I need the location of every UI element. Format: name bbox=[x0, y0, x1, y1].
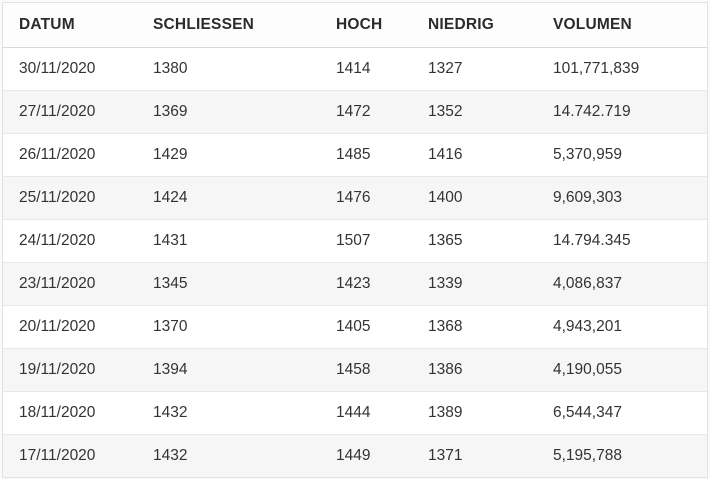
cell-niedrig: 1416 bbox=[412, 133, 537, 177]
cell-niedrig: 1365 bbox=[412, 219, 537, 263]
cell-datum: 27/11/2020 bbox=[3, 90, 137, 134]
cell-schliessen: 1424 bbox=[137, 176, 320, 220]
cell-schliessen: 1369 bbox=[137, 90, 320, 134]
cell-niedrig: 1389 bbox=[412, 391, 537, 435]
cell-schliessen: 1345 bbox=[137, 262, 320, 306]
table-row: 30/11/2020 1380 1414 1327 101,771,839 bbox=[3, 47, 707, 91]
cell-hoch: 1507 bbox=[320, 219, 412, 263]
table-row: 26/11/2020 1429 1485 1416 5,370,959 bbox=[3, 133, 707, 177]
cell-datum: 20/11/2020 bbox=[3, 305, 137, 349]
cell-niedrig: 1327 bbox=[412, 47, 537, 91]
table-row: 19/11/2020 1394 1458 1386 4,190,055 bbox=[3, 348, 707, 392]
cell-datum: 17/11/2020 bbox=[3, 434, 137, 477]
cell-niedrig: 1352 bbox=[412, 90, 537, 134]
cell-schliessen: 1431 bbox=[137, 219, 320, 263]
cell-niedrig: 1386 bbox=[412, 348, 537, 392]
data-table: DATUM SCHLIESSEN HOCH NIEDRIG VOLUMEN 30… bbox=[3, 3, 707, 477]
cell-hoch: 1414 bbox=[320, 47, 412, 91]
cell-volumen: 4,943,201 bbox=[537, 305, 707, 349]
column-header-schliessen: SCHLIESSEN bbox=[137, 3, 320, 48]
cell-volumen: 14.742.719 bbox=[537, 90, 707, 134]
cell-hoch: 1485 bbox=[320, 133, 412, 177]
table-body: 30/11/2020 1380 1414 1327 101,771,839 27/11/2… bbox=[3, 47, 707, 477]
table-row: 27/11/2020 1369 1472 1352 14.742.719 bbox=[3, 90, 707, 134]
cell-niedrig: 1339 bbox=[412, 262, 537, 306]
cell-volumen: 9,609,303 bbox=[537, 176, 707, 220]
header-row: DATUM SCHLIESSEN HOCH NIEDRIG VOLUMEN bbox=[3, 3, 707, 48]
table-row: 20/11/2020 1370 1405 1368 4,943,201 bbox=[3, 305, 707, 349]
column-header-hoch: HOCH bbox=[320, 3, 412, 48]
cell-volumen: 4,190,055 bbox=[537, 348, 707, 392]
cell-niedrig: 1368 bbox=[412, 305, 537, 349]
cell-datum: 26/11/2020 bbox=[3, 133, 137, 177]
cell-hoch: 1458 bbox=[320, 348, 412, 392]
column-header-datum: DATUM bbox=[3, 3, 137, 48]
cell-volumen: 101,771,839 bbox=[537, 47, 707, 91]
table-row: 23/11/2020 1345 1423 1339 4,086,837 bbox=[3, 262, 707, 306]
cell-hoch: 1472 bbox=[320, 90, 412, 134]
cell-datum: 19/11/2020 bbox=[3, 348, 137, 392]
cell-schliessen: 1432 bbox=[137, 391, 320, 435]
table-row: 18/11/2020 1432 1444 1389 6,544,347 bbox=[3, 391, 707, 435]
table-row: 25/11/2020 1424 1476 1400 9,609,303 bbox=[3, 176, 707, 220]
table-header: DATUM SCHLIESSEN HOCH NIEDRIG VOLUMEN bbox=[3, 3, 707, 48]
cell-schliessen: 1432 bbox=[137, 434, 320, 477]
cell-volumen: 5,195,788 bbox=[537, 434, 707, 477]
cell-volumen: 14.794.345 bbox=[537, 219, 707, 263]
cell-niedrig: 1371 bbox=[412, 434, 537, 477]
cell-datum: 18/11/2020 bbox=[3, 391, 137, 435]
cell-volumen: 4,086,837 bbox=[537, 262, 707, 306]
cell-schliessen: 1370 bbox=[137, 305, 320, 349]
cell-schliessen: 1429 bbox=[137, 133, 320, 177]
cell-volumen: 5,370,959 bbox=[537, 133, 707, 177]
cell-datum: 24/11/2020 bbox=[3, 219, 137, 263]
column-header-niedrig: NIEDRIG bbox=[412, 3, 537, 48]
cell-volumen: 6,544,347 bbox=[537, 391, 707, 435]
cell-niedrig: 1400 bbox=[412, 176, 537, 220]
table-row: 17/11/2020 1432 1449 1371 5,195,788 bbox=[3, 434, 707, 477]
cell-datum: 23/11/2020 bbox=[3, 262, 137, 306]
cell-hoch: 1476 bbox=[320, 176, 412, 220]
cell-datum: 25/11/2020 bbox=[3, 176, 137, 220]
cell-hoch: 1444 bbox=[320, 391, 412, 435]
cell-schliessen: 1380 bbox=[137, 47, 320, 91]
column-header-volumen: VOLUMEN bbox=[537, 3, 707, 48]
cell-hoch: 1405 bbox=[320, 305, 412, 349]
cell-hoch: 1449 bbox=[320, 434, 412, 477]
table-row: 24/11/2020 1431 1507 1365 14.794.345 bbox=[3, 219, 707, 263]
cell-datum: 30/11/2020 bbox=[3, 47, 137, 91]
cell-schliessen: 1394 bbox=[137, 348, 320, 392]
cell-hoch: 1423 bbox=[320, 262, 412, 306]
